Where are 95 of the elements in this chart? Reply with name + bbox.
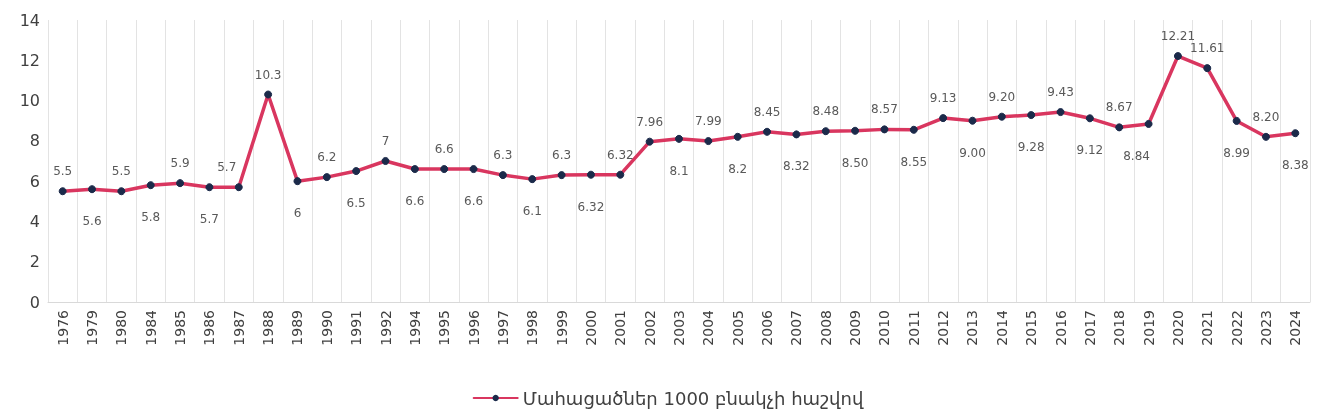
x-tick-label: 2010 xyxy=(876,310,893,346)
x-tick-label: 1995 xyxy=(436,310,453,346)
data-label: 9.13 xyxy=(929,91,957,106)
data-label: 8.50 xyxy=(841,155,869,170)
x-tick-label: 2022 xyxy=(1228,310,1245,346)
x-tick-label: 2024 xyxy=(1287,309,1304,346)
data-label: 8.20 xyxy=(1252,109,1280,124)
x-tick-label: 1976 xyxy=(54,309,71,346)
data-label: 5.5 xyxy=(111,164,131,179)
data-label: 8.55 xyxy=(900,154,928,169)
data-label: 8.84 xyxy=(1123,148,1150,163)
x-tick-label: 2012 xyxy=(935,310,952,346)
data-label: 9.00 xyxy=(959,145,986,160)
data-label: 9.43 xyxy=(1047,85,1074,100)
x-tick-label: 2005 xyxy=(729,310,746,346)
data-label: 8.2 xyxy=(728,161,748,176)
y-tick-label: 6 xyxy=(29,171,40,191)
data-label: 8.67 xyxy=(1105,100,1133,115)
data-label: 8.38 xyxy=(1281,158,1309,173)
x-tick-label: 1986 xyxy=(201,309,218,346)
x-tick-label: 2007 xyxy=(788,310,805,346)
data-label: 6.6 xyxy=(434,142,454,157)
x-tick-label: 2001 xyxy=(612,310,629,346)
x-tick-label: 2023 xyxy=(1257,310,1274,346)
legend-label: Մահացածներ 1000 բնակչի հաշվով xyxy=(522,387,864,409)
x-tick-label: 2021 xyxy=(1199,310,1216,346)
x-tick-label: 2019 xyxy=(1140,310,1157,346)
x-tick-label: 1985 xyxy=(172,310,189,346)
data-label: 9.28 xyxy=(1017,140,1045,155)
x-tick-label: 2002 xyxy=(641,310,658,346)
data-label: 8.45 xyxy=(753,104,781,119)
data-label: 5.7 xyxy=(217,160,237,175)
x-tick-label: 1999 xyxy=(553,310,570,346)
data-label: 5.6 xyxy=(82,214,102,229)
data-label: 8.99 xyxy=(1223,145,1250,160)
x-tick-label: 2014 xyxy=(993,309,1010,346)
data-label: 6.6 xyxy=(405,194,425,209)
x-tick-label: 1996 xyxy=(465,309,482,346)
data-label: 6.32 xyxy=(606,147,634,162)
data-label: 8.48 xyxy=(812,104,840,119)
data-label: 8.1 xyxy=(669,163,689,178)
data-label: 9.20 xyxy=(988,89,1016,104)
x-tick-label: 1994 xyxy=(406,309,423,346)
y-tick-label: 10 xyxy=(19,91,40,111)
data-label: 6.2 xyxy=(317,150,337,165)
data-label: 6.5 xyxy=(346,196,366,211)
data-label: 11.61 xyxy=(1190,41,1225,56)
x-tick-label: 1987 xyxy=(230,310,247,346)
x-tick-label: 2009 xyxy=(847,310,864,346)
x-tick-label: 2015 xyxy=(1023,310,1040,346)
data-label: 8.32 xyxy=(783,159,810,174)
x-tick-label: 1984 xyxy=(142,309,159,346)
x-tick-label: 2017 xyxy=(1081,310,1098,346)
x-tick-label: 2020 xyxy=(1169,310,1186,346)
data-label: 9.12 xyxy=(1076,143,1104,158)
data-label: 6 xyxy=(293,206,302,221)
x-tick-label: 2000 xyxy=(582,310,599,346)
data-label: 7 xyxy=(381,134,390,148)
x-tick-label: 2003 xyxy=(671,310,687,346)
data-label: 6.6 xyxy=(464,194,484,209)
data-label: 12.21 xyxy=(1160,29,1196,44)
y-tick-label: 8 xyxy=(29,131,40,151)
x-tick-label: 1997 xyxy=(494,310,511,346)
x-tick-label: 1979 xyxy=(84,310,101,346)
data-label: 6.1 xyxy=(522,204,542,219)
data-label: 7.96 xyxy=(636,114,664,129)
x-tick-label: 2018 xyxy=(1111,310,1128,346)
x-tick-label: 2006 xyxy=(759,309,776,346)
x-tick-label: 1988 xyxy=(260,310,277,346)
data-label: 10.3 xyxy=(254,67,282,82)
y-tick-label: 4 xyxy=(29,211,40,231)
data-label: 5.8 xyxy=(141,210,161,225)
x-tick-label: 1998 xyxy=(524,310,541,346)
x-tick-label: 1989 xyxy=(289,310,306,346)
data-label: 7.99 xyxy=(694,114,722,129)
x-tick-label: 1990 xyxy=(318,310,335,346)
y-tick-label: 14 xyxy=(19,10,40,30)
x-tick-label: 2011 xyxy=(905,310,922,346)
y-tick-label: 12 xyxy=(19,50,40,70)
y-tick-label: 2 xyxy=(29,252,40,272)
data-label: 6.3 xyxy=(493,148,513,163)
y-tick-label: 0 xyxy=(29,292,40,312)
x-tick-label: 2008 xyxy=(817,310,834,346)
data-label: 5.9 xyxy=(170,156,190,171)
x-tick-label: 2013 xyxy=(964,310,981,346)
data-label: 5.5 xyxy=(53,164,73,179)
x-tick-label: 1992 xyxy=(377,310,394,346)
x-tick-label: 2004 xyxy=(700,309,717,346)
x-tick-label: 1980 xyxy=(113,310,130,346)
data-label: 6.32 xyxy=(577,199,605,214)
data-label: 8.57 xyxy=(871,102,898,117)
data-label: 5.7 xyxy=(199,212,219,227)
data-label: 6.3 xyxy=(552,148,572,163)
x-tick-label: 1991 xyxy=(348,310,365,346)
x-tick-label: 2016 xyxy=(1052,309,1069,346)
